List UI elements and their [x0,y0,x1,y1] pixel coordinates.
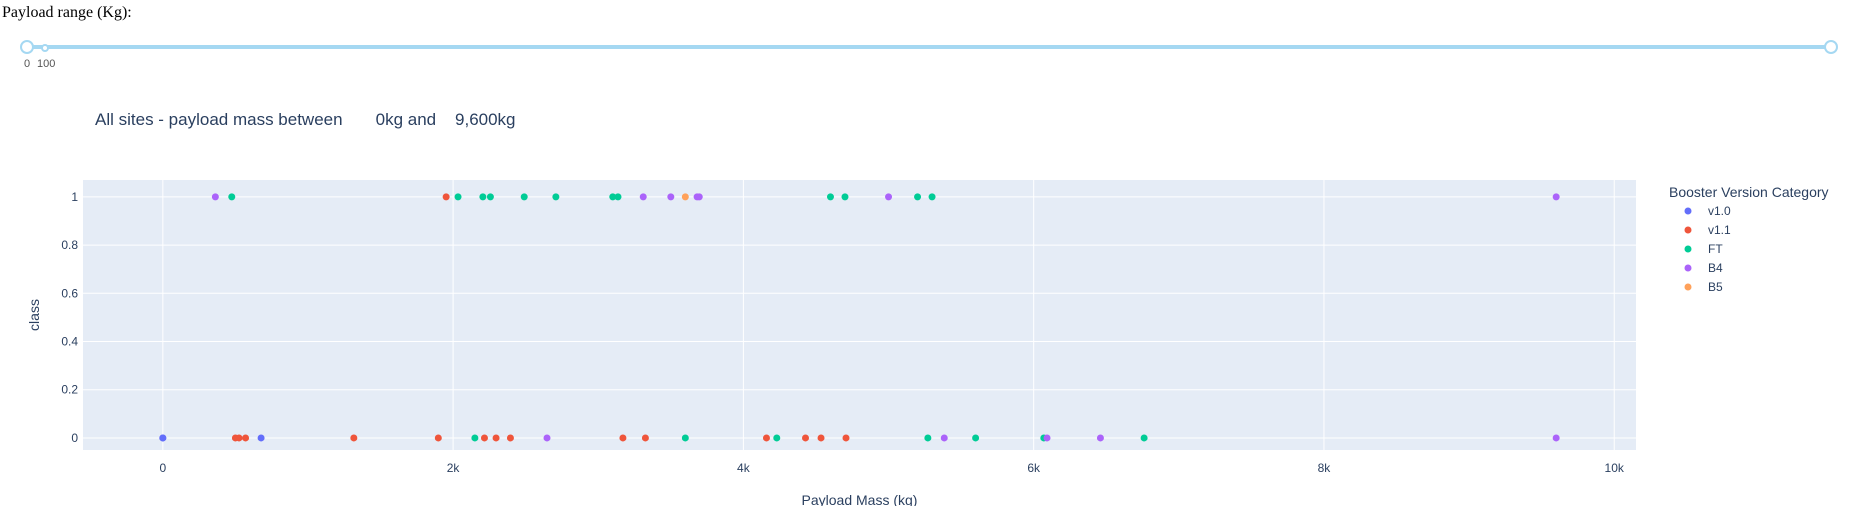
data-point-b4[interactable] [211,193,219,201]
data-point-ft[interactable] [228,193,236,201]
x-tick-label: 8k [1318,461,1332,475]
data-point-ft[interactable] [552,193,560,201]
data-point-v1-1[interactable] [506,434,514,442]
data-point-ft[interactable] [471,434,479,442]
data-point-v1-1[interactable] [817,434,825,442]
data-points [159,193,1560,442]
data-point-ft[interactable] [681,434,689,442]
payload-range-label: Payload range (Kg): [2,4,132,21]
data-point-b4[interactable] [667,193,675,201]
legend-item-label[interactable]: FT [1708,242,1723,256]
legend-marker [1684,207,1692,215]
x-tick-label: 6k [1027,461,1041,475]
x-tick-label: 0 [159,461,166,475]
data-point-v1-1[interactable] [480,434,488,442]
data-point-b4[interactable] [1552,434,1560,442]
data-point-ft[interactable] [486,193,494,201]
legend-title: Booster Version Category [1669,184,1829,200]
gridlines [83,180,1636,450]
data-point-ft[interactable] [454,193,462,201]
x-tick-label: 2k [447,461,461,475]
data-point-v1-0[interactable] [257,434,265,442]
data-point-ft[interactable] [841,193,849,201]
payload-range-high-handle[interactable] [1824,40,1838,54]
y-tick-label: 0.4 [61,335,78,349]
legend[interactable]: Booster Version Category v1.0 v1.1 FT B4 B5 [1669,184,1829,294]
legend-item-label[interactable]: B4 [1708,261,1723,275]
legend-marker [1684,226,1692,234]
y-tick-label: 0.8 [61,238,78,252]
data-point-ft[interactable] [614,193,622,201]
y-axis-title: class [26,299,42,331]
data-point-ft[interactable] [914,193,922,201]
data-point-b4[interactable] [639,193,647,201]
data-point-ft[interactable] [479,193,487,201]
tick-labels: 0 0.2 0.4 0.6 0.8 1 0 2k 4k 6k 8k 10k [61,190,1625,475]
data-point-v1-1[interactable] [762,434,770,442]
legend-item-label[interactable]: B5 [1708,280,1723,294]
data-point-b4[interactable] [695,193,703,201]
data-point-b4[interactable] [1043,434,1051,442]
x-axis-title: Payload Mass (kg) [802,492,918,506]
data-point-ft[interactable] [826,193,834,201]
data-point-v1-1[interactable] [350,434,358,442]
data-point-b5[interactable] [681,193,689,201]
legend-item-label[interactable]: v1.1 [1708,223,1731,237]
data-point-b4[interactable] [940,434,948,442]
legend-marker [1684,245,1692,253]
data-point-v1-1[interactable] [619,434,627,442]
data-point-ft[interactable] [924,434,932,442]
legend-item-label[interactable]: v1.0 [1708,204,1731,218]
data-point-v1-1[interactable] [641,434,649,442]
data-point-b4[interactable] [885,193,893,201]
x-tick-label: 4k [737,461,751,475]
slider-mark-step: 100 [37,58,56,70]
data-point-v1-1[interactable] [434,434,442,442]
y-tick-label: 0 [71,431,78,445]
data-point-ft[interactable] [609,193,617,201]
data-point-ft[interactable] [972,434,980,442]
plot-area [83,180,1636,450]
y-tick-label: 0.2 [61,383,78,397]
data-point-v1-1[interactable] [802,434,810,442]
payload-range-step-handle[interactable] [41,44,49,52]
data-point-v1-1[interactable] [492,434,500,442]
slider-mark-min: 0 [24,58,31,70]
data-point-v1-1[interactable] [242,434,250,442]
legend-marker [1684,264,1692,272]
data-point-v1-1[interactable] [235,434,243,442]
data-point-ft[interactable] [928,193,936,201]
legend-marker [1684,283,1692,291]
data-point-ft[interactable] [520,193,528,201]
data-point-b4[interactable] [1552,193,1560,201]
chart-title: All sites - payload mass between 0kg and… [95,110,516,129]
data-point-v1-0[interactable] [159,434,167,442]
data-point-v1-1[interactable] [442,193,450,201]
data-point-v1-1[interactable] [842,434,850,442]
payload-range-low-handle[interactable] [20,40,34,54]
data-point-ft[interactable] [773,434,781,442]
data-point-ft[interactable] [1140,434,1148,442]
data-point-b4[interactable] [543,434,551,442]
data-point-b4[interactable] [1096,434,1104,442]
x-tick-label: 10k [1605,461,1625,475]
y-tick-label: 1 [71,190,78,204]
y-tick-label: 0.6 [61,286,78,300]
payload-range-slider-track[interactable] [26,45,1830,49]
